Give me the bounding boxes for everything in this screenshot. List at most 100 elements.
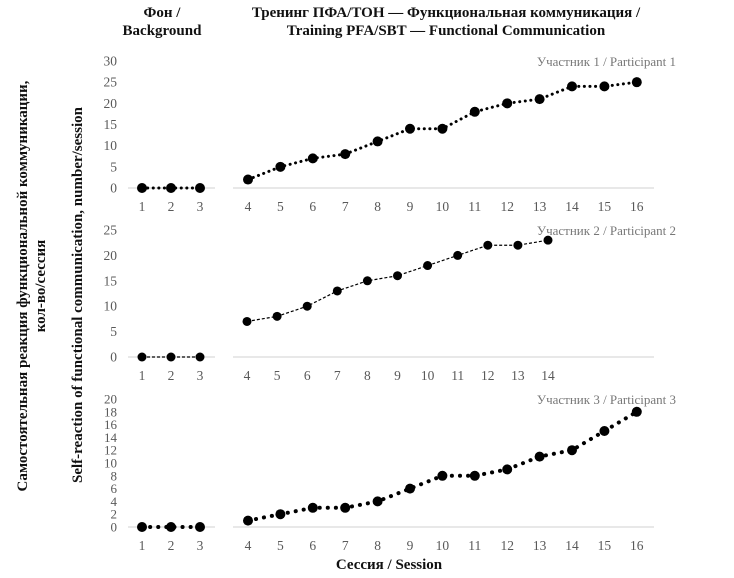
y-tick-label: 5 xyxy=(110,324,117,339)
x-tick-label: 5 xyxy=(277,538,284,553)
background-data-point xyxy=(195,352,205,362)
training-data-point xyxy=(437,123,448,134)
training-data-point xyxy=(437,470,448,481)
x-axis-label: Сессия / Session xyxy=(336,557,443,573)
x-tick-label: 1 xyxy=(139,538,146,553)
y-tick-label: 30 xyxy=(104,54,118,69)
y-tick-label: 0 xyxy=(111,520,118,535)
y-tick-label: 2 xyxy=(111,507,118,522)
y-tick-label: 25 xyxy=(104,223,118,238)
x-tick-label: 10 xyxy=(436,538,450,553)
background-data-point xyxy=(166,183,176,193)
participant-label: Участник 3 / Participant 3 xyxy=(537,392,676,407)
participant-label: Участник 2 / Participant 2 xyxy=(537,223,676,238)
training-data-point xyxy=(405,483,415,494)
training-data-point xyxy=(502,464,513,475)
training-data-point xyxy=(599,426,610,436)
x-tick-label: 9 xyxy=(407,199,414,214)
x-tick-label: 9 xyxy=(407,538,414,553)
training-data-point xyxy=(567,445,577,456)
training-title-en: Training PFA/SBT — Functional Communicat… xyxy=(286,23,606,39)
x-tick-label: 15 xyxy=(598,538,612,553)
y-tick-label: 20 xyxy=(104,96,118,111)
background-data-point xyxy=(137,522,147,532)
x-tick-label: 16 xyxy=(630,199,644,214)
x-tick-label: 11 xyxy=(451,368,464,383)
training-data-point xyxy=(243,515,253,526)
training-data-point xyxy=(340,502,351,513)
training-data-point xyxy=(307,502,318,513)
background-title-en: Background xyxy=(122,23,202,39)
training-data-point xyxy=(631,77,642,88)
training-data-point xyxy=(307,153,318,164)
training-data-point xyxy=(423,261,433,271)
x-tick-label: 14 xyxy=(541,368,555,383)
y-tick-label: 15 xyxy=(104,117,118,132)
training-phase-title: Тренинг ПФА/ТОН — Функциональная коммуни… xyxy=(226,4,666,40)
x-tick-label: 8 xyxy=(374,199,381,214)
training-series-line xyxy=(246,239,549,323)
y-tick-label: 5 xyxy=(110,159,117,174)
participant-label: Участник 1 / Participant 1 xyxy=(537,54,676,69)
x-tick-label: 8 xyxy=(364,368,371,383)
training-data-point xyxy=(242,316,252,326)
x-tick-label: 12 xyxy=(481,368,495,383)
training-data-point xyxy=(599,81,610,92)
x-tick-label: 3 xyxy=(197,199,204,214)
training-series-line xyxy=(246,409,639,523)
x-tick-label: 10 xyxy=(421,368,435,383)
x-tick-label: 11 xyxy=(468,199,481,214)
y-tick-label: 14 xyxy=(104,430,118,445)
training-title-ru: Тренинг ПФА/ТОН — Функциональная коммуни… xyxy=(251,5,641,21)
y-tick-label: 12 xyxy=(104,443,117,458)
x-tick-label: 1 xyxy=(139,199,146,214)
training-data-point xyxy=(631,406,642,417)
y-tick-label: 0 xyxy=(110,181,117,196)
x-tick-label: 2 xyxy=(168,538,175,553)
training-data-point xyxy=(393,271,402,281)
y-tick-label: 10 xyxy=(104,138,118,153)
y-tick-label: 20 xyxy=(104,248,118,263)
y-tick-label: 4 xyxy=(111,494,118,509)
training-data-point xyxy=(534,451,545,462)
x-tick-label: 4 xyxy=(244,368,251,383)
x-tick-label: 13 xyxy=(533,538,547,553)
training-data-point xyxy=(567,81,577,92)
training-data-point xyxy=(469,470,480,481)
x-tick-label: 3 xyxy=(197,368,204,383)
training-data-point xyxy=(469,106,480,117)
y-tick-label: 20 xyxy=(104,392,117,407)
x-tick-label: 5 xyxy=(277,199,284,214)
background-data-point xyxy=(195,183,205,193)
background-data-point xyxy=(166,352,176,362)
x-tick-label: 12 xyxy=(500,199,514,214)
background-data-point xyxy=(195,522,205,532)
training-data-point xyxy=(243,174,253,185)
x-tick-label: 16 xyxy=(630,538,644,553)
x-tick-label: 6 xyxy=(309,538,316,553)
background-data-point xyxy=(137,183,147,193)
x-tick-label: 13 xyxy=(511,368,525,383)
training-data-point xyxy=(332,286,342,296)
y-tick-label: 15 xyxy=(104,273,118,288)
training-data-point xyxy=(372,136,383,147)
y-tick-label: 16 xyxy=(104,417,118,432)
x-tick-label: 15 xyxy=(598,199,612,214)
training-data-point xyxy=(272,311,282,321)
x-tick-label: 6 xyxy=(309,199,316,214)
y-tick-label: 6 xyxy=(111,481,118,496)
training-data-point xyxy=(483,240,493,250)
x-tick-label: 3 xyxy=(197,538,204,553)
x-tick-label: 11 xyxy=(468,538,481,553)
training-data-point xyxy=(405,123,415,134)
y-tick-label: 25 xyxy=(104,75,118,90)
x-tick-label: 12 xyxy=(500,538,514,553)
x-tick-label: 10 xyxy=(436,199,450,214)
training-data-point xyxy=(534,94,545,105)
training-data-point xyxy=(502,98,513,109)
x-tick-label: 2 xyxy=(168,368,175,383)
x-tick-label: 14 xyxy=(565,199,579,214)
training-data-point xyxy=(302,301,312,311)
x-tick-label: 5 xyxy=(274,368,281,383)
